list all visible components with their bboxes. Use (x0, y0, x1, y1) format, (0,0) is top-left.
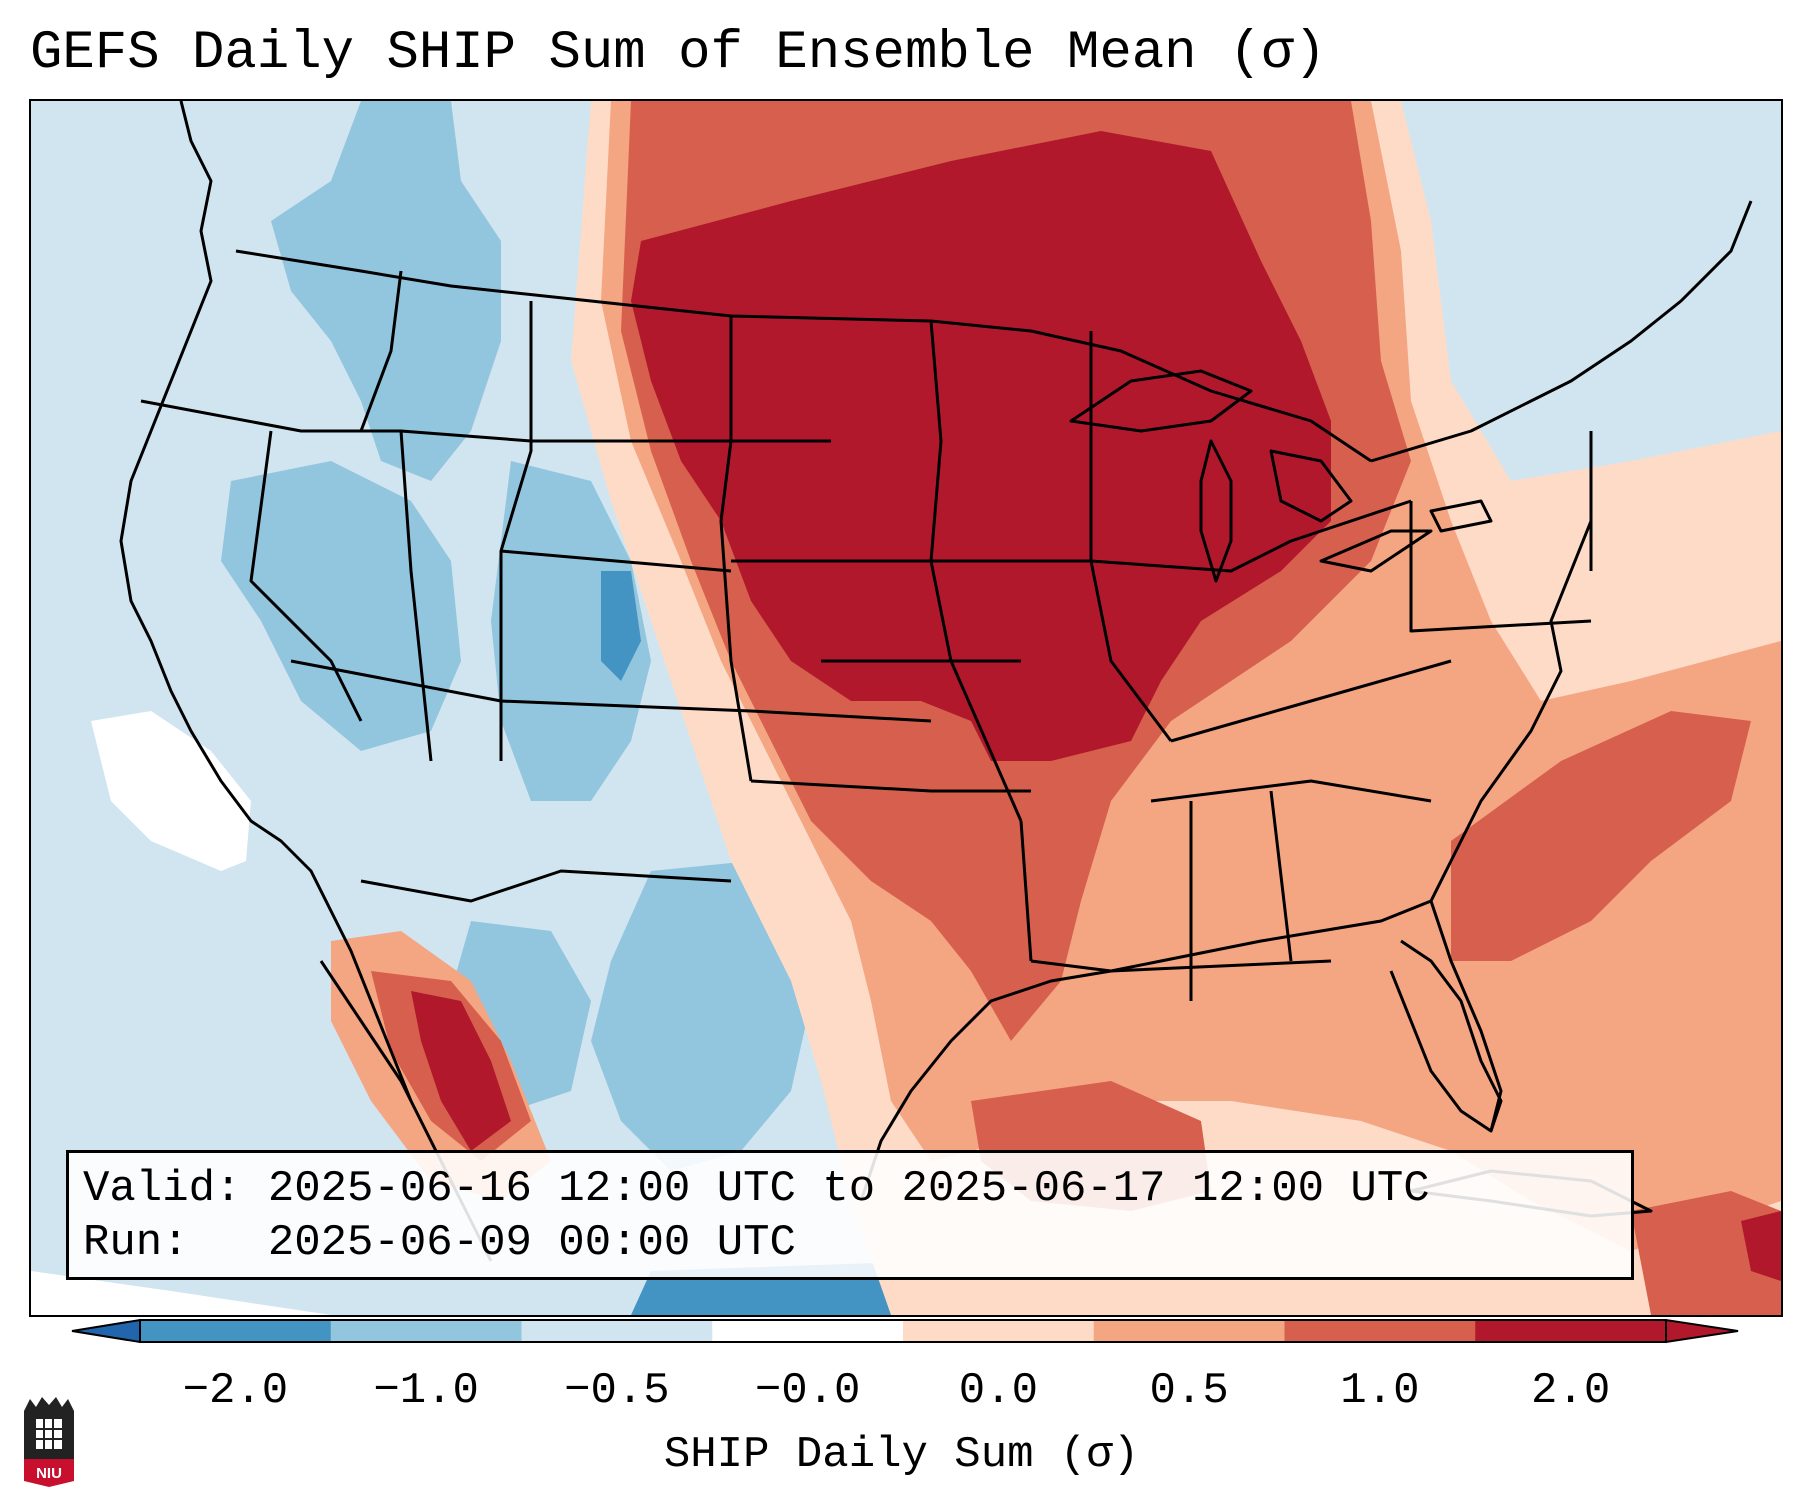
colorbar-segment (1475, 1320, 1667, 1342)
state-border-3 (359, 270, 403, 432)
logo-window (36, 1419, 62, 1449)
pacific-white-patch (91, 711, 251, 871)
run-time: 2025-06-09 00:00 UTC (267, 1218, 796, 1268)
state-border-8 (290, 659, 932, 723)
west-blue-patch-2 (221, 461, 461, 751)
run-label: Run: (83, 1218, 189, 1268)
colorbar-segment (521, 1320, 713, 1342)
state-border-13 (1019, 820, 1033, 962)
midwest-dark-red-core (631, 131, 1331, 761)
colorbar-tick-label: 1.0 (1340, 1366, 1420, 1416)
colorbar-tick-label: 0.5 (1149, 1366, 1229, 1416)
state-border-20 (1269, 790, 1293, 962)
anomaly-field (31, 101, 1781, 1315)
state-border-7 (500, 549, 732, 573)
logo-text: NIU (36, 1465, 62, 1482)
colorbar-segments (71, 1318, 1739, 1344)
colorbar-over-arrow (1665, 1318, 1739, 1344)
baja-dark-red (411, 991, 511, 1151)
lake-huron (1269, 449, 1353, 523)
colorbar-segment (140, 1320, 332, 1342)
atlantic-coastline (1429, 520, 1593, 1132)
colorbar-outline (139, 1319, 1667, 1343)
atlantic-red-band (1451, 711, 1751, 961)
caribbean-dark-red (1741, 1211, 1781, 1281)
state-border-9 (750, 779, 1031, 793)
state-border-18 (1150, 779, 1432, 803)
west-coastline (119, 101, 413, 1102)
colorbar-segment (1284, 1320, 1476, 1342)
colorbar (71, 1318, 1739, 1344)
colorbar-tick-label: −1.0 (373, 1366, 479, 1416)
colorbar-segment (712, 1320, 904, 1342)
valid-time-range: 2025-06-16 12:00 UTC to 2025-06-17 12:00… (267, 1164, 1430, 1214)
state-border-6 (399, 430, 433, 762)
valid-run-info-box: Valid: 2025-06-16 12:00 UTC to 2025-06-1… (66, 1150, 1634, 1280)
state-border-15 (1089, 331, 1173, 742)
colorbar-segment (330, 1320, 522, 1342)
colorbar-segment (1093, 1320, 1285, 1342)
state-border-1 (140, 399, 831, 443)
northeast-coastline (1370, 200, 1753, 463)
state-border-5 (719, 316, 753, 782)
state-border-2 (249, 430, 363, 722)
colorbar-tick-label: 2.0 (1531, 1366, 1611, 1416)
niu-logo: NIU (24, 1397, 74, 1487)
colorbar-tick-label: −0.0 (754, 1366, 861, 1416)
colorbar-segment (903, 1320, 1095, 1342)
colorbar-tick-label: −0.5 (564, 1366, 670, 1416)
lake-michigan (1199, 439, 1233, 583)
state-border-21 (1030, 959, 1332, 973)
map-canvas (31, 101, 1781, 1315)
chart-title: GEFS Daily SHIP Sum of Ensemble Mean (σ) (30, 23, 1327, 84)
lake-erie (1319, 529, 1433, 573)
state-border-16 (1090, 499, 1412, 573)
boundary-lines (119, 101, 1753, 1262)
colorbar-tick-label: 0.0 (958, 1366, 1038, 1416)
lake-ontario (1429, 499, 1493, 533)
colorbar-tick-label: −2.0 (182, 1366, 289, 1416)
west-blue-patch-1 (271, 101, 501, 481)
state-border-17 (1170, 659, 1452, 743)
lake-superior (1069, 369, 1253, 433)
logo-red-base (24, 1459, 74, 1487)
colorado-dark-blue (601, 571, 641, 681)
florida-peninsula (1389, 939, 1503, 1133)
no-data-corner (31, 1271, 331, 1315)
west-blue-patch-3 (491, 461, 651, 801)
state-border-14 (360, 869, 732, 903)
valid-label: Valid: (83, 1164, 242, 1214)
colorbar-label: SHIP Daily Sum (σ) (663, 1430, 1140, 1480)
state-border-4 (499, 301, 533, 761)
colorbar-under-arrow (71, 1318, 141, 1344)
map-panel (29, 99, 1783, 1317)
texas-blue-patch (591, 861, 811, 1171)
